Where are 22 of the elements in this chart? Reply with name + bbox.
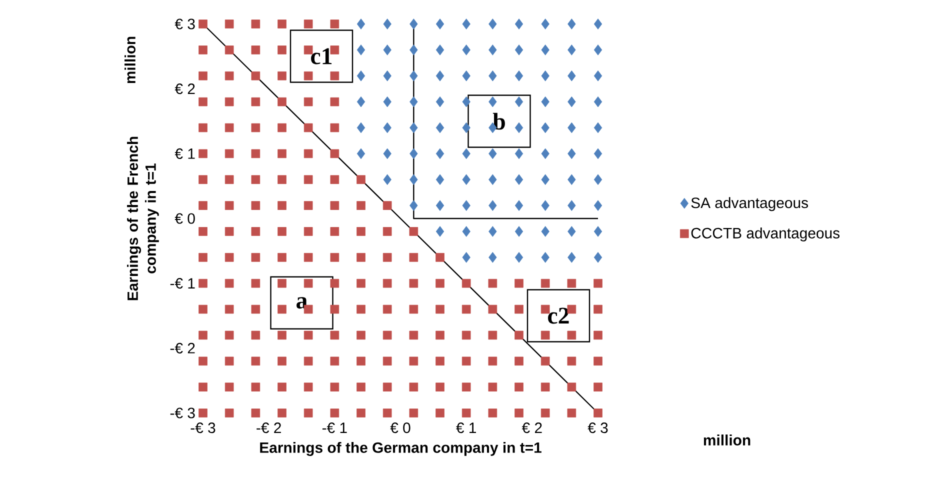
y-tick-label: € 0: [174, 213, 195, 224]
y-tick-label: € 3: [174, 18, 195, 30]
y-tick-label: -€ 3: [170, 408, 195, 418]
x-tick-label: € 3: [588, 422, 608, 434]
y-tick-label: € 1: [174, 148, 195, 159]
y-tick-label: -€ 2: [170, 342, 195, 354]
annotation: c2: [548, 308, 569, 324]
x-tick-label: € 0: [390, 422, 410, 434]
legend-label: SA advantageous: [691, 197, 808, 212]
x-axis-title: Earnings of the German company in t=1: [260, 442, 542, 456]
x-tick-label: -€ 1: [322, 422, 347, 434]
legend-label: CCCTB advantageous: [691, 227, 840, 242]
text: million: [704, 434, 750, 446]
x-tick-label: -€ 3: [190, 422, 216, 434]
text: million: [124, 36, 136, 84]
x-tick-label: € 2: [522, 422, 542, 434]
x-tick-label: € 1: [456, 422, 476, 434]
x-tick-label: -€ 2: [256, 422, 281, 434]
y-axis-title: Earnings of the French company in t=1: [127, 136, 159, 300]
annotation: c1: [311, 48, 332, 64]
y-tick-label: -€ 1: [170, 278, 195, 289]
y-tick-label: € 2: [174, 84, 195, 94]
